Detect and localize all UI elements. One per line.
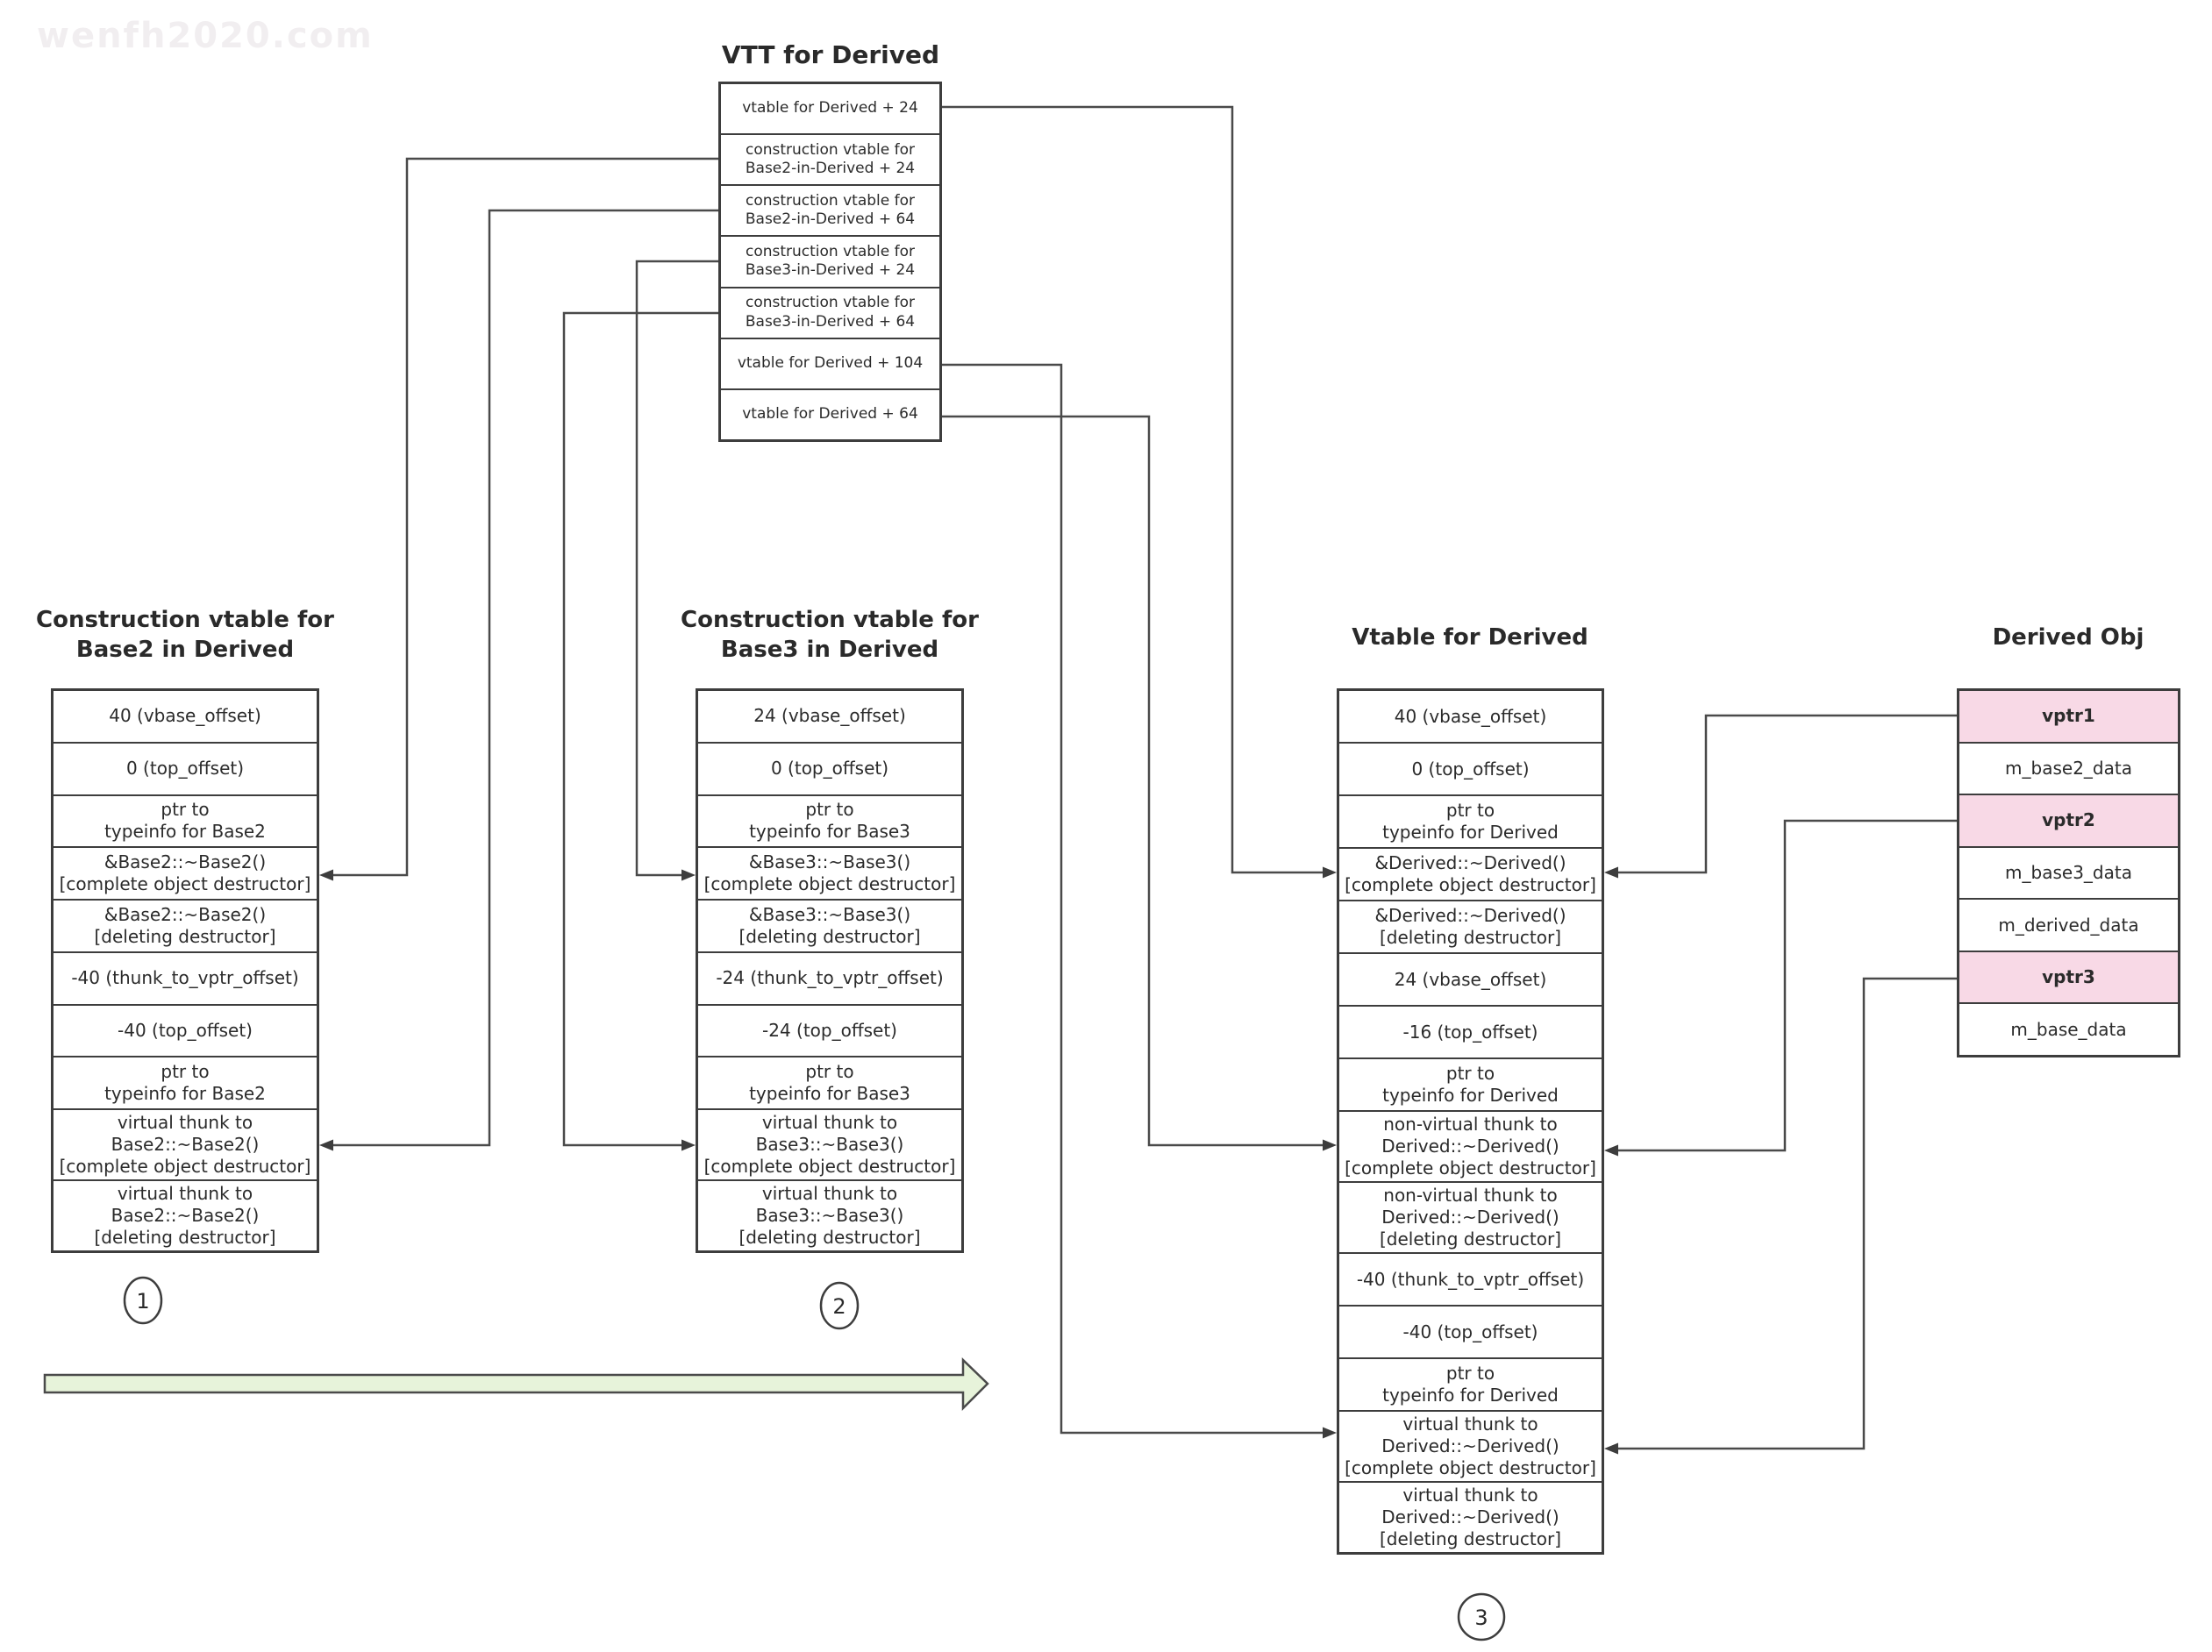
dvt-row: &Derived::~Derived() [complete object de…: [1339, 847, 1602, 900]
base3-row: 0 (top_offset): [698, 741, 961, 794]
base3-row: -24 (thunk_to_vptr_offset): [698, 951, 961, 1004]
derived-vtable-title: Vtable for Derived: [1352, 624, 1588, 651]
dvt-row: 0 (top_offset): [1339, 742, 1602, 794]
step-number-1: 1: [136, 1289, 149, 1314]
dvt-row: ptr to typeinfo for Derived: [1339, 794, 1602, 847]
step-circle-1: [123, 1276, 163, 1325]
arrowhead-base3-cod: [681, 869, 696, 881]
wire-vtt-base3-cod: [635, 260, 718, 877]
base2-cvtable-title: Construction vtable for Base2 in Derived: [36, 607, 334, 663]
base3-row: ptr to typeinfo for Base3: [698, 794, 961, 847]
derived-obj-vptr3: vptr3: [1959, 950, 2178, 1003]
base2-row: ptr to typeinfo for Base2: [54, 794, 317, 847]
derived-obj-vptr2: vptr2: [1959, 794, 2178, 846]
dvt-row: &Derived::~Derived() [deleting destructo…: [1339, 900, 1602, 952]
vtt-row: vtable for Derived + 104: [721, 337, 939, 388]
wire-vtt-dvt-nvthunk: [942, 415, 1323, 1147]
step-circle-3: [1457, 1592, 1506, 1641]
arrowhead-base2-cod: [319, 869, 333, 881]
dvt-row: 24 (vbase_offset): [1339, 952, 1602, 1005]
derived-obj-table: vptr1 m_base2_data vptr2 m_base3_data m_…: [1957, 688, 2180, 1057]
base2-row: 0 (top_offset): [54, 741, 317, 794]
base3-row: virtual thunk to Base3::~Base3() [comple…: [698, 1108, 961, 1179]
derived-obj-title: Derived Obj: [1992, 624, 2144, 651]
dvt-row: -16 (top_offset): [1339, 1005, 1602, 1057]
wire-vptr1-dvt: [1618, 714, 1957, 874]
derived-obj-vptr1: vptr1: [1959, 691, 2178, 742]
wire-vptr2-dvt: [1618, 819, 1957, 1152]
vtt-table: vtable for Derived + 24 construction vta…: [718, 82, 942, 442]
vtt-row: construction vtable for Base2-in-Derived…: [721, 184, 939, 235]
watermark: wenfh2020.com: [37, 16, 374, 56]
base2-row: &Base2::~Base2() [deleting destructor]: [54, 899, 317, 951]
green-arrow: [43, 1357, 989, 1412]
wire-vtt-base2-cod: [333, 157, 718, 877]
arrowhead-dvt-vthunk-right: [1604, 1442, 1618, 1455]
arrowhead-dvt-nvthunk-left: [1323, 1139, 1337, 1151]
base3-row: -24 (top_offset): [698, 1003, 961, 1057]
arrowhead-dvt-cod-right: [1604, 866, 1618, 879]
vtt-title: VTT for Derived: [721, 40, 940, 69]
dvt-row: -40 (thunk_to_vptr_offset): [1339, 1252, 1602, 1305]
derived-obj-m-base-data: m_base_data: [1959, 1002, 2178, 1055]
arrowhead-base2-thunk: [319, 1139, 333, 1151]
vtt-row: construction vtable for Base2-in-Derived…: [721, 133, 939, 184]
dvt-row: 40 (vbase_offset): [1394, 705, 1547, 727]
dvt-row: ptr to typeinfo for Derived: [1339, 1357, 1602, 1410]
vtt-row: vtable for Derived + 64: [721, 388, 939, 439]
vtt-row: construction vtable for Base3-in-Derived…: [721, 286, 939, 338]
base3-row: 24 (vbase_offset): [753, 705, 906, 727]
dvt-row: virtual thunk to Derived::~Derived() [co…: [1339, 1410, 1602, 1481]
wire-vtt-dvt-vthunk: [942, 363, 1323, 1435]
step-circle-2: [819, 1281, 860, 1330]
dvt-row: non-virtual thunk to Derived::~Derived()…: [1339, 1110, 1602, 1181]
base2-row: ptr to typeinfo for Base2: [54, 1056, 317, 1108]
step-number-2: 2: [832, 1294, 846, 1319]
base3-row: &Base3::~Base3() [complete object destru…: [698, 846, 961, 899]
vtt-row: vtable for Derived + 24: [742, 99, 918, 117]
arrowhead-dvt-vthunk-left: [1323, 1427, 1337, 1439]
wire-vptr3-dvt: [1618, 977, 1957, 1450]
derived-obj-m-derived-data: m_derived_data: [1959, 898, 2178, 951]
dvt-row: virtual thunk to Derived::~Derived() [de…: [1339, 1481, 1602, 1552]
base3-cvtable-title: Construction vtable for Base3 in Derived: [681, 607, 979, 663]
base3-row: &Base3::~Base3() [deleting destructor]: [698, 899, 961, 951]
dvt-row: ptr to typeinfo for Derived: [1339, 1057, 1602, 1110]
derived-obj-m-base3-data: m_base3_data: [1959, 845, 2178, 899]
wire-vtt-base3-thunk: [562, 311, 718, 1147]
base2-row: 40 (vbase_offset): [109, 705, 261, 727]
base2-cvtable: 40 (vbase_offset) 0 (top_offset) ptr to …: [51, 688, 319, 1253]
base2-row: -40 (thunk_to_vptr_offset): [54, 951, 317, 1004]
base2-row: -40 (top_offset): [54, 1003, 317, 1057]
base3-row: virtual thunk to Base3::~Base3() [deleti…: [698, 1179, 961, 1250]
base2-row: virtual thunk to Base2::~Base2() [comple…: [54, 1108, 317, 1179]
step-number-3: 3: [1474, 1606, 1488, 1630]
dvt-row: -40 (top_offset): [1339, 1305, 1602, 1357]
derived-vtable: 40 (vbase_offset) 0 (top_offset) ptr to …: [1337, 688, 1604, 1555]
base3-cvtable: 24 (vbase_offset) 0 (top_offset) ptr to …: [696, 688, 964, 1253]
wire-vtt-base2-thunk: [333, 209, 718, 1147]
base2-row: virtual thunk to Base2::~Base2() [deleti…: [54, 1179, 317, 1250]
wire-vtt-dvt-cod: [942, 105, 1323, 874]
arrowhead-dvt-nvthunk-right: [1604, 1144, 1618, 1157]
dvt-row: non-virtual thunk to Derived::~Derived()…: [1339, 1181, 1602, 1252]
base2-row: &Base2::~Base2() [complete object destru…: [54, 846, 317, 899]
arrowhead-dvt-cod-left: [1323, 866, 1337, 879]
base3-row: ptr to typeinfo for Base3: [698, 1056, 961, 1108]
derived-obj-m-base2-data: m_base2_data: [1959, 741, 2178, 794]
vtt-row: construction vtable for Base3-in-Derived…: [721, 235, 939, 286]
arrowhead-base3-thunk: [681, 1139, 696, 1151]
